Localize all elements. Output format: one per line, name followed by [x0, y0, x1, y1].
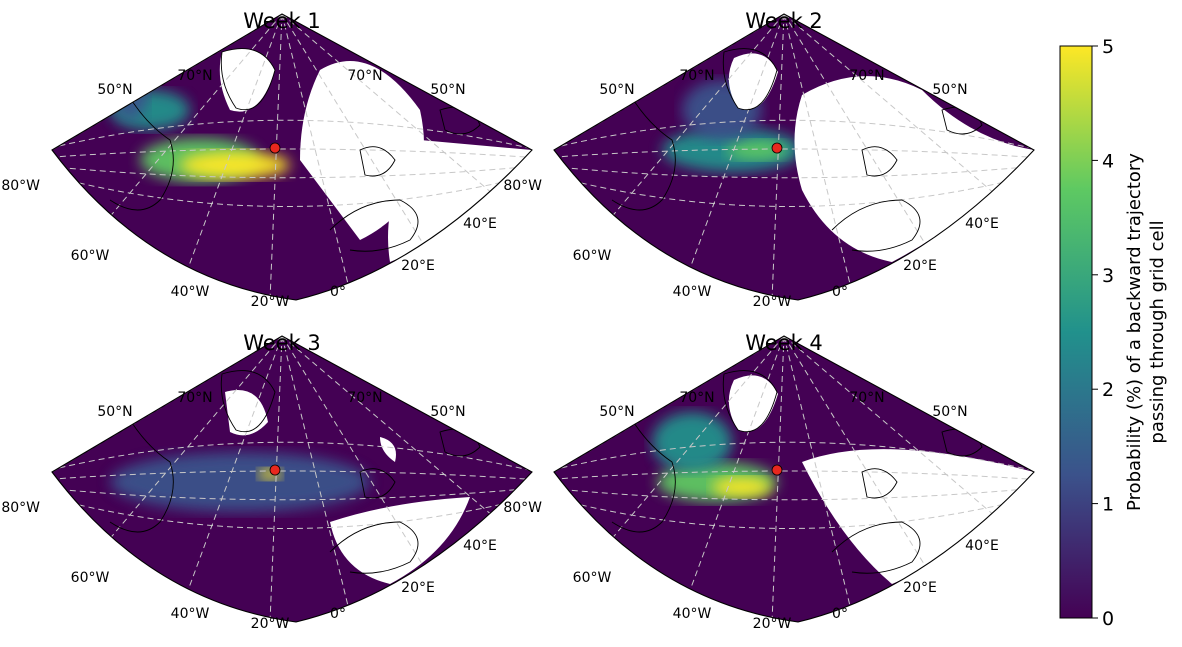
colorbar-tick-label: 0 — [1102, 608, 1114, 630]
source-location-marker — [771, 142, 783, 154]
longitude-label: 40°W — [171, 606, 210, 622]
coastlines — [109, 370, 481, 574]
map-panel-week-1: Week 1 70°N 70°N 50°N 50°N 80°W 60°W 40°W 20°W 0°… — [1, 9, 533, 310]
latitude-label: 70°N — [347, 390, 382, 406]
longitude-label: 0° — [832, 606, 848, 622]
longitude-label: 60°W — [573, 570, 612, 586]
map-boundary — [51, 335, 533, 623]
colorbar-label-line2: passing through grid cell — [1147, 220, 1168, 443]
latitude-label: 70°N — [347, 68, 382, 84]
latitude-label: 50°N — [97, 82, 132, 98]
map-boundary — [553, 335, 1035, 623]
colorbar-tick-label: 1 — [1102, 494, 1114, 516]
no-data-area — [380, 437, 396, 462]
probability-hotspot — [712, 477, 772, 497]
longitude-label: 0° — [832, 284, 848, 300]
longitude-label: 20°W — [251, 294, 290, 310]
no-data-area — [728, 375, 778, 432]
latitude-label: 70°N — [849, 68, 884, 84]
longitude-label: 80°W — [1, 500, 40, 516]
longitude-label: 40°W — [673, 284, 712, 300]
colorbar-ticks: 0 1 2 3 4 5 — [1092, 36, 1114, 630]
longitude-label: 20°W — [753, 616, 792, 632]
map-boundary — [51, 13, 533, 301]
longitude-label: 40°E — [965, 538, 999, 554]
probability-hotspot — [110, 452, 370, 512]
latitude-label: 50°N — [932, 404, 967, 420]
colorbar-label-line1: Probability (%) of a backward trajectory — [1124, 153, 1145, 511]
colorbar: 0 1 2 3 4 5 Probability (%) of a backward tra… — [1059, 36, 1168, 630]
longitude-label: 20°E — [401, 580, 435, 596]
latitude-label: 50°N — [97, 404, 132, 420]
colorbar-tick-label: 3 — [1102, 265, 1114, 287]
latitude-label: 70°N — [679, 68, 714, 84]
colorbar-gradient — [1059, 45, 1093, 619]
probability-field — [554, 336, 1034, 622]
map-panel-week-4: Week 4 70°N 70°N 50°N 50°N 80°W 60°W 40°W 20°W 0°… — [503, 331, 1035, 632]
longitude-label: 60°W — [573, 248, 612, 264]
map-panel-week-2: Week 2 70°N 70°N 50°N 50°N 80°W 60°W 40°W 20°W 0°… — [503, 9, 1035, 310]
probability-hotspot — [652, 412, 732, 472]
longitude-label: 80°W — [503, 500, 542, 516]
source-location-marker — [269, 464, 281, 476]
coastlines — [611, 48, 983, 252]
probability-field — [554, 14, 1034, 300]
latitude-label: 50°N — [599, 404, 634, 420]
no-data-area — [225, 390, 268, 436]
latitude-label: 70°N — [849, 390, 884, 406]
longitude-label: 60°W — [71, 248, 110, 264]
panel-title: Week 1 — [243, 9, 321, 33]
longitude-label: 60°W — [71, 570, 110, 586]
longitude-label: 40°E — [463, 538, 497, 554]
latitude-label: 70°N — [177, 390, 212, 406]
longitude-label: 40°E — [463, 216, 497, 232]
longitude-label: 20°W — [753, 294, 792, 310]
longitude-label: 40°E — [965, 216, 999, 232]
panel-title: Week 2 — [745, 9, 823, 33]
probability-field — [52, 336, 532, 622]
no-data-area — [219, 48, 275, 112]
no-data-area — [388, 140, 532, 262]
no-data-area — [728, 53, 778, 110]
latitude-label: 50°N — [430, 82, 465, 98]
longitude-label: 0° — [330, 606, 346, 622]
longitude-label: 20°W — [251, 616, 290, 632]
probability-field — [52, 14, 532, 300]
colorbar-tick-label: 2 — [1102, 379, 1114, 401]
coastlines — [611, 370, 983, 574]
probability-hotspot — [180, 151, 290, 179]
panel-title: Week 3 — [243, 331, 321, 355]
longitude-label: 80°W — [503, 178, 542, 194]
source-location-marker — [771, 464, 783, 476]
longitude-label: 80°W — [1, 178, 40, 194]
longitude-label: 0° — [330, 284, 346, 300]
latitude-label: 50°N — [932, 82, 967, 98]
longitude-label: 20°E — [903, 258, 937, 274]
map-boundary — [553, 13, 1035, 301]
map-panels: Week 1 70°N 70°N 50°N 50°N 80°W 60°W 40°W 20°W 0°… — [1, 9, 1035, 632]
longitude-label: 40°W — [171, 284, 210, 300]
longitude-label: 20°E — [903, 580, 937, 596]
panel-title: Week 4 — [745, 331, 823, 355]
no-data-area — [330, 497, 470, 584]
latitude-label: 70°N — [679, 390, 714, 406]
latitude-label: 50°N — [430, 404, 465, 420]
colorbar-tick-label: 5 — [1102, 36, 1114, 58]
longitude-label: 40°W — [673, 606, 712, 622]
latitude-label: 70°N — [177, 68, 212, 84]
source-location-marker — [269, 142, 281, 154]
longitude-label: 20°E — [401, 258, 435, 274]
map-panel-week-3: Week 3 70°N 70°N 50°N 50°N 80°W 60°W 40°W 20°W 0°… — [1, 331, 533, 632]
coastlines — [109, 48, 481, 252]
colorbar-tick-label: 4 — [1102, 150, 1114, 172]
latitude-label: 50°N — [599, 82, 634, 98]
probability-hotspot — [727, 140, 787, 160]
no-data-area — [802, 449, 1034, 584]
